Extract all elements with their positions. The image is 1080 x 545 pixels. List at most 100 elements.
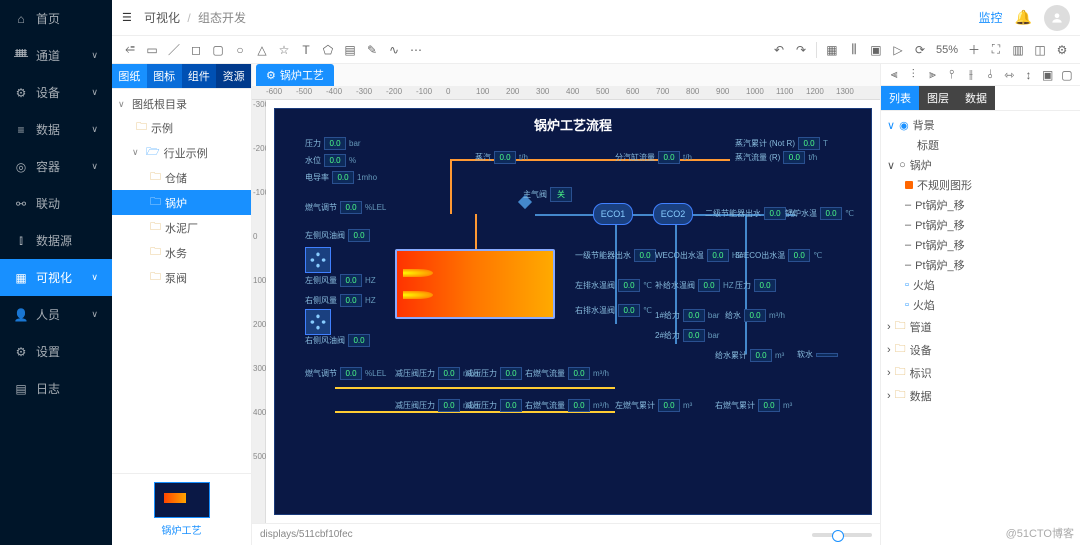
rnode-label[interactable]: ›🗀标识	[881, 361, 1080, 384]
zoom-slider[interactable]	[812, 533, 872, 537]
tab-resources[interactable]: 资源	[216, 64, 251, 88]
tab-icons[interactable]: 图标	[147, 64, 182, 88]
tree-cement[interactable]: 🗀水泥厂	[112, 215, 251, 240]
sidebar-item-link[interactable]: ⚯联动	[0, 185, 112, 222]
data-point[interactable]: 电导率0.01mho	[305, 171, 377, 184]
data-point[interactable]: 减压压力0.0	[465, 399, 525, 412]
rnode-mask[interactable]: –Pt锅炉_移	[881, 195, 1080, 215]
avatar[interactable]	[1044, 5, 1070, 31]
data-point[interactable]: 燃气调节0.0%LEL	[305, 201, 386, 214]
data-point[interactable]: 左侧风油阀0.0	[305, 229, 373, 242]
sidebar-item-home[interactable]: ⌂首页	[0, 0, 112, 37]
tool-circle-icon[interactable]: ○	[230, 40, 250, 60]
tree-boiler[interactable]: 🗀锅炉	[112, 190, 251, 215]
zoom-value[interactable]: 55%	[932, 44, 962, 56]
tool-edit-icon[interactable]: ✎	[362, 40, 382, 60]
tool-pointer-icon[interactable]: ⭀	[120, 40, 140, 60]
rt-align-left-icon[interactable]: ⫷	[885, 65, 903, 85]
zoom-in-icon[interactable]: ＋	[964, 40, 984, 60]
data-point[interactable]: WECO出水温0.0HZ	[655, 249, 743, 262]
settings-icon[interactable]: ⚙	[1052, 40, 1072, 60]
data-point[interactable]: 燃气调节0.0%LEL	[305, 367, 386, 380]
rtab-data[interactable]: 数据	[957, 86, 995, 110]
menu-toggle-icon[interactable]: ☰	[122, 11, 138, 24]
data-point[interactable]: 水位0.0%	[305, 154, 356, 167]
rtab-layer[interactable]: 图层	[919, 86, 957, 110]
breadcrumb-parent[interactable]: 可视化	[144, 11, 180, 25]
data-point[interactable]: 主气阀关	[523, 187, 575, 202]
tree-examples[interactable]: 🗀示例	[112, 115, 251, 140]
redo-icon[interactable]: ↷	[791, 40, 811, 60]
tool-rect-icon[interactable]: ◻	[186, 40, 206, 60]
data-point[interactable]: 左排水温阀0.0℃	[575, 279, 652, 292]
align-icon[interactable]: ▣	[866, 40, 886, 60]
play-icon[interactable]: ▷	[888, 40, 908, 60]
sidebar-item-data[interactable]: ≡数据∨	[0, 111, 112, 148]
data-point[interactable]: 蒸汽累计 (Not R)0.0T	[735, 137, 828, 150]
layers-icon[interactable]: ▥	[1008, 40, 1028, 60]
data-point[interactable]: 左燃气累计0.0m³	[615, 399, 692, 412]
rnode-title[interactable]: 标题	[881, 135, 1080, 155]
data-point[interactable]: 压力0.0bar	[305, 137, 361, 150]
rnode-irregular[interactable]: 不规则图形	[881, 175, 1080, 195]
tool-image-icon[interactable]: ▤	[340, 40, 360, 60]
fit-icon[interactable]: ⛶	[986, 40, 1006, 60]
grid-icon[interactable]: ▦	[822, 40, 842, 60]
tree-water[interactable]: 🗀水务	[112, 240, 251, 265]
rnode-pipe[interactable]: ›🗀管道	[881, 315, 1080, 338]
export-icon[interactable]: ◫	[1030, 40, 1050, 60]
data-point[interactable]: 蒸汽流量 (R)0.0t/h	[735, 151, 817, 164]
data-point[interactable]: 锅炉水温0.0℃	[785, 207, 854, 220]
tree-root[interactable]: ∨图纸根目录	[112, 93, 251, 115]
data-point[interactable]: 1#给力0.0bar	[655, 309, 719, 322]
rt-ungroup-icon[interactable]: ▢	[1058, 65, 1076, 85]
sidebar-item-container[interactable]: ◎容器∨	[0, 148, 112, 185]
rnode-device[interactable]: ›🗀设备	[881, 338, 1080, 361]
rtab-list[interactable]: 列表	[881, 86, 919, 110]
refresh-icon[interactable]: ⟳	[910, 40, 930, 60]
sidebar-item-channel[interactable]: ᚙ通道∨	[0, 37, 112, 74]
rt-group-icon[interactable]: ▣	[1039, 65, 1057, 85]
data-point[interactable]: 补给水温阀0.0HZ	[655, 279, 734, 292]
tree-pump[interactable]: 🗀泵阀	[112, 265, 251, 290]
rnode-fire[interactable]: ▫火焰	[881, 275, 1080, 295]
undo-icon[interactable]: ↶	[769, 40, 789, 60]
tool-roundrect-icon[interactable]: ▢	[208, 40, 228, 60]
sidebar-item-viz[interactable]: ▦可视化∨	[0, 259, 112, 296]
rt-align-mid-icon[interactable]: ⫲	[962, 65, 980, 85]
rt-align-right-icon[interactable]: ⫸	[923, 65, 941, 85]
sidebar-item-log[interactable]: ▤日志	[0, 370, 112, 407]
data-point[interactable]: 右侧风油阀0.0	[305, 334, 373, 347]
tree-industry[interactable]: ∨🗁行业示例	[112, 140, 251, 165]
data-point[interactable]: 右燃气流量0.0m³/h	[525, 367, 609, 380]
sidebar-item-datasource[interactable]: ⫾数据源	[0, 222, 112, 259]
canvas[interactable]: 锅炉工艺流程	[266, 100, 880, 523]
thumbnail-label[interactable]: 锅炉工艺	[162, 522, 202, 537]
data-point[interactable]: 分汽缸流量0.0t/h	[615, 151, 692, 164]
data-point[interactable]: 2#给力0.0bar	[655, 329, 719, 342]
sidebar-item-user[interactable]: 👤人员∨	[0, 296, 112, 333]
tab-components[interactable]: 组件	[182, 64, 217, 88]
monitor-link[interactable]: 监控	[979, 9, 1003, 26]
tool-more-icon[interactable]: ⋯	[406, 40, 426, 60]
data-point[interactable]: 3#ECO出水温0.0℃	[735, 249, 822, 262]
data-point[interactable]: 给水累计0.0m³	[715, 349, 784, 362]
data-point[interactable]: 右燃气流量0.0m³/h	[525, 399, 609, 412]
rt-align-top-icon[interactable]: ⫯	[943, 65, 961, 85]
rnode-mask[interactable]: –Pt锅炉_移	[881, 255, 1080, 275]
canvas-tab[interactable]: ⚙锅炉工艺	[256, 64, 334, 86]
data-point[interactable]: 右燃气累计0.0m³	[715, 399, 792, 412]
tool-text-icon[interactable]: T	[296, 40, 316, 60]
tab-drawings[interactable]: 图纸	[112, 64, 147, 88]
rnode-bg[interactable]: ∨◉背景	[881, 115, 1080, 135]
data-point[interactable]: 右侧风量0.0HZ	[305, 294, 376, 307]
tool-triangle-icon[interactable]: △	[252, 40, 272, 60]
tool-star-icon[interactable]: ☆	[274, 40, 294, 60]
snap-icon[interactable]: ⫼	[844, 40, 864, 60]
rnode-mask[interactable]: –Pt锅炉_移	[881, 215, 1080, 235]
data-point[interactable]: 蒸汽0.0t/h	[475, 151, 528, 164]
tool-select-icon[interactable]: ▭	[142, 40, 162, 60]
sidebar-item-device[interactable]: ⚙设备∨	[0, 74, 112, 111]
rt-align-center-icon[interactable]: ⫶	[904, 65, 922, 85]
rnode-boiler[interactable]: ∨○锅炉	[881, 155, 1080, 175]
